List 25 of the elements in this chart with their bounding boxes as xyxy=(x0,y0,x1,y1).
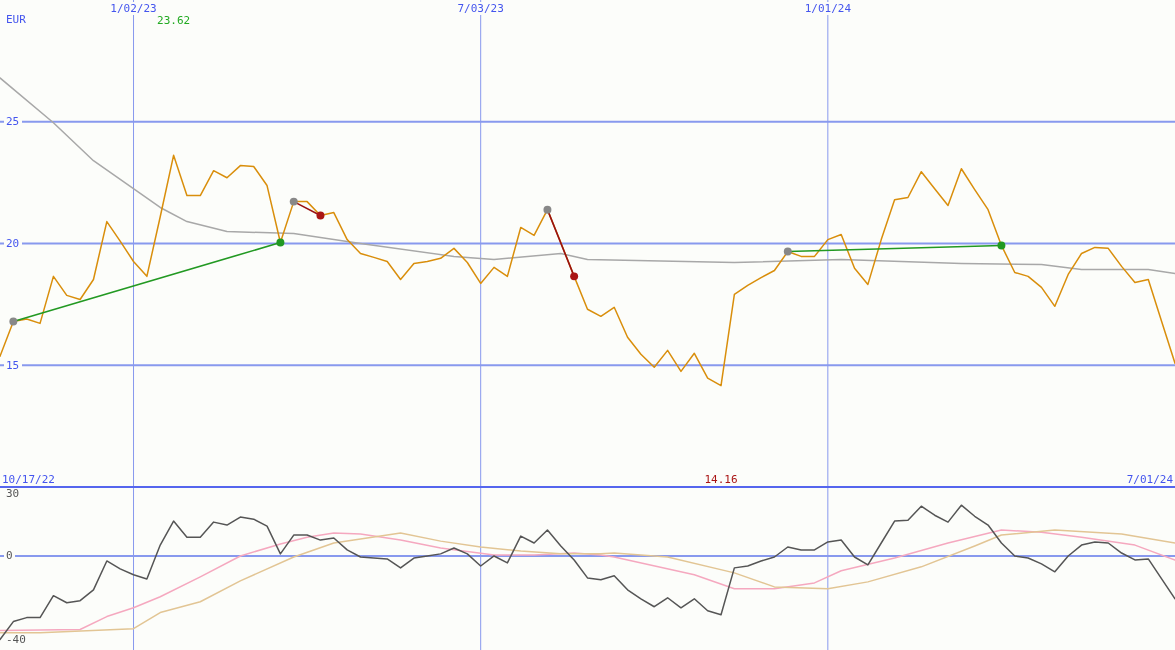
annotation: 23.62 xyxy=(157,14,191,27)
x-tick-label: 7/03/23 xyxy=(457,2,504,15)
point xyxy=(997,241,1006,250)
y-tick-label: 25 xyxy=(6,115,20,129)
point xyxy=(543,205,552,214)
point xyxy=(570,272,579,281)
x-tick-label: 1/02/23 xyxy=(110,2,157,15)
x-tick-label: 1/01/24 xyxy=(804,2,852,15)
point xyxy=(276,238,285,247)
y-tick-label: 20 xyxy=(6,237,20,250)
y-tick-label: -40 xyxy=(6,633,26,647)
point xyxy=(289,197,298,206)
line-series xyxy=(0,77,1175,275)
annotation: 14.16 xyxy=(704,473,738,486)
point xyxy=(316,211,325,220)
point xyxy=(783,247,792,256)
point xyxy=(9,317,18,326)
y-tick-label: 30 xyxy=(6,486,20,500)
line-series xyxy=(0,504,1175,641)
y-tick-label: 15 xyxy=(6,358,20,372)
y-axis-title: EUR xyxy=(6,13,27,26)
annotation: 7/01/24 xyxy=(1126,473,1174,486)
y-tick-label: 0 xyxy=(6,549,13,563)
line-series xyxy=(0,154,1175,387)
annotation: 10/17/22 xyxy=(2,473,55,486)
